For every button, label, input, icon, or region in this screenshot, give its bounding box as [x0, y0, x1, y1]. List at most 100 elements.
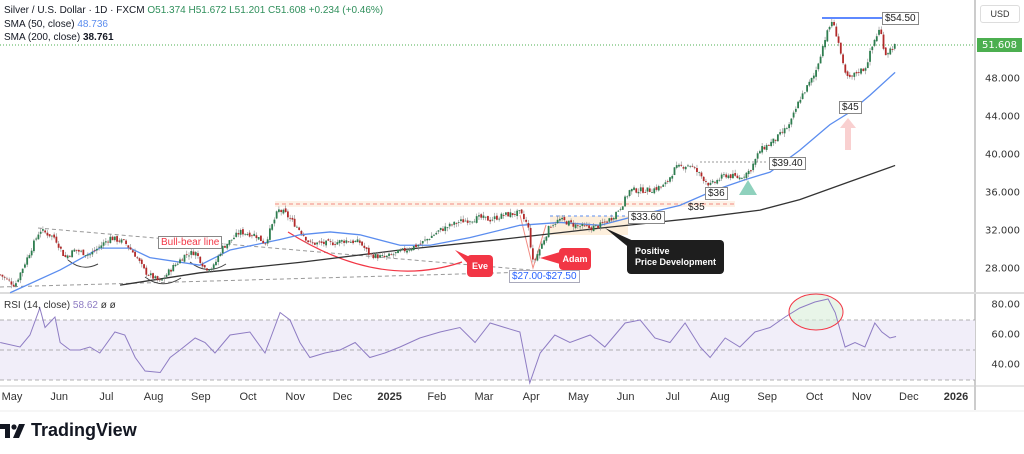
label-45[interactable]: $45 — [839, 101, 862, 114]
candle — [446, 227, 449, 229]
candle — [824, 40, 826, 48]
callout-line1: Positive — [635, 246, 670, 256]
candle — [6, 278, 8, 280]
candle — [80, 250, 83, 252]
candle — [691, 165, 694, 167]
tradingview-logo[interactable]: TradingView — [0, 420, 137, 441]
candle — [833, 22, 835, 26]
candle — [1, 274, 4, 277]
candle — [567, 220, 570, 226]
sma200-legend[interactable]: SMA (200, close) 38.761 — [4, 32, 114, 43]
candle — [478, 215, 480, 217]
candle — [482, 215, 485, 218]
candle — [64, 255, 67, 257]
candle — [239, 229, 242, 235]
candle — [257, 237, 260, 240]
candle — [460, 219, 462, 222]
candle — [752, 163, 755, 171]
candle — [839, 42, 842, 54]
candle — [12, 284, 15, 287]
candle — [633, 187, 635, 190]
candle — [862, 68, 865, 72]
candle — [646, 187, 649, 192]
candle — [671, 175, 674, 179]
label-3940[interactable]: $39.40 — [769, 157, 806, 170]
candle — [352, 240, 354, 244]
candle — [720, 174, 723, 179]
candle — [552, 225, 555, 227]
candle — [442, 228, 444, 231]
candle — [617, 210, 620, 212]
candle — [783, 128, 786, 134]
candle — [433, 234, 435, 236]
candle — [444, 226, 447, 231]
candle — [725, 174, 728, 178]
rsi-legend[interactable]: RSI (14, close) 58.62 ø ø — [4, 300, 116, 311]
candle — [792, 112, 795, 118]
candle — [745, 172, 748, 179]
price-tick: 36.000 — [985, 187, 1020, 199]
label-5450[interactable]: $54.50 — [882, 12, 919, 25]
candle — [379, 255, 381, 258]
candle — [648, 188, 651, 192]
candle — [419, 243, 422, 245]
candle — [212, 264, 215, 269]
label-bull-bear-line[interactable]: Bull-bear line — [158, 236, 223, 249]
ohlc-low: L51.201 — [229, 5, 266, 16]
currency-button[interactable]: USD — [980, 5, 1020, 23]
candle — [334, 244, 336, 245]
candle — [830, 21, 833, 27]
cup-arc-1 — [144, 276, 182, 285]
candle — [511, 213, 514, 216]
candle — [149, 273, 152, 276]
candle — [392, 254, 395, 256]
candle — [828, 27, 831, 30]
candle — [545, 236, 548, 241]
cup-arc-2 — [189, 261, 227, 270]
candle — [570, 220, 572, 223]
candle — [763, 146, 766, 150]
symbol-title[interactable]: Silver / U.S. Dollar · 1D · FXCM — [4, 5, 145, 16]
label-36[interactable]: $36 — [705, 187, 728, 200]
candle — [815, 70, 817, 77]
candle — [635, 188, 638, 193]
label-3360[interactable]: $33.60 — [628, 211, 665, 224]
label-range-27[interactable]: $27.00-$27.50 — [509, 270, 580, 283]
candle — [385, 255, 388, 258]
candle — [10, 281, 13, 285]
symbol-legend: Silver / U.S. Dollar · 1D · FXCM O51.374… — [4, 5, 383, 16]
adam-callout[interactable]: Adam — [559, 248, 591, 270]
positive-price-callout[interactable]: Positive Price Development — [627, 240, 725, 274]
eve-callout[interactable]: Eve — [467, 255, 493, 277]
candle — [439, 227, 442, 231]
candle — [714, 181, 716, 183]
date-tick: Jun — [616, 391, 635, 403]
candle — [594, 224, 597, 226]
date-tick: Nov — [285, 391, 305, 403]
candle — [266, 239, 269, 244]
candle — [491, 219, 494, 221]
candle — [810, 78, 813, 83]
candle — [129, 247, 132, 250]
candle — [864, 68, 867, 71]
candle — [163, 277, 166, 279]
candle — [880, 29, 883, 35]
candle — [610, 217, 613, 221]
candle — [397, 249, 399, 254]
candle — [480, 214, 483, 218]
sma50-legend[interactable]: SMA (50, close) 48.736 — [4, 19, 108, 30]
label-35[interactable]: $35 — [688, 202, 705, 213]
date-tick: Mar — [474, 391, 494, 403]
candle — [684, 166, 687, 170]
candle — [201, 263, 204, 267]
candle — [716, 180, 719, 184]
candle — [48, 234, 51, 237]
candle — [417, 245, 420, 247]
candle — [206, 268, 208, 271]
candle — [675, 165, 678, 168]
candle — [197, 253, 199, 257]
candle — [682, 167, 685, 169]
candle — [109, 236, 112, 243]
